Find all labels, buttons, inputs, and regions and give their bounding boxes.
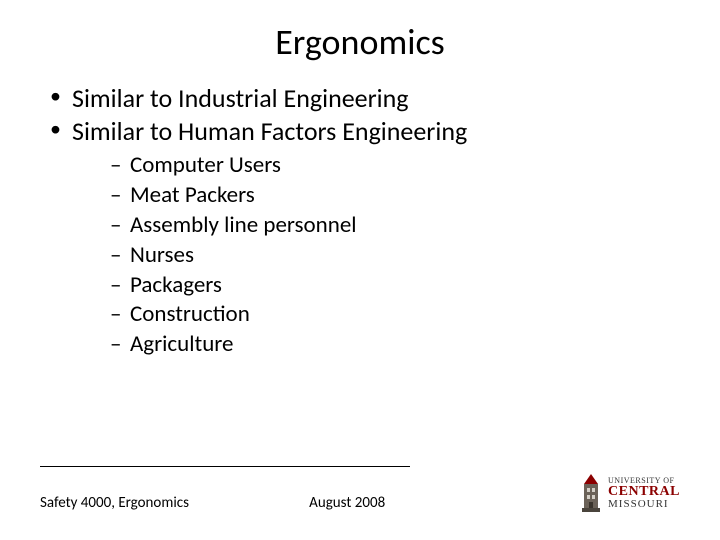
university-logo: UNIVERSITY OF CENTRAL MISSOURI (580, 474, 680, 512)
logo-line3: MISSOURI (608, 499, 680, 510)
slide: Ergonomics Similar to Industrial Enginee… (0, 0, 720, 540)
subbullet-text: Meat Packers (130, 181, 255, 209)
slide-title: Ergonomics (40, 20, 680, 64)
subbullet-text: Nurses (130, 241, 194, 269)
logo-tower-icon (580, 474, 602, 512)
subbullet-text: Agriculture (130, 330, 233, 358)
subbullet-item: Meat Packers (110, 181, 680, 211)
bullet-text: Similar to Human Factors Engineering (72, 115, 467, 147)
footer: Safety 4000, Ergonomics August 2008 UNIV… (40, 474, 680, 512)
subbullet-text: Packagers (130, 271, 222, 299)
bullet-text: Similar to Industrial Engineering (72, 82, 409, 114)
subbullet-item: Computer Users (110, 151, 680, 181)
subbullet-item: Nurses (110, 241, 680, 271)
subbullet-item: Construction (110, 300, 680, 330)
footer-left-text: Safety 4000, Ergonomics (40, 494, 189, 512)
logo-line2: CENTRAL (608, 485, 680, 499)
footer-center-text: August 2008 (309, 494, 385, 512)
bullet-item: Similar to Human Factors Engineering Com… (50, 115, 680, 361)
subbullet-text: Computer Users (130, 151, 281, 179)
subbullet-text: Assembly line personnel (130, 211, 357, 239)
footer-divider (40, 466, 410, 467)
subbullet-text: Construction (130, 300, 250, 328)
bullet-list-level2: Computer Users Meat Packers Assembly lin… (72, 151, 680, 360)
bullet-list-level1: Similar to Industrial Engineering Simila… (40, 82, 680, 360)
subbullet-item: Agriculture (110, 330, 680, 360)
bullet-item: Similar to Industrial Engineering (50, 82, 680, 115)
subbullet-item: Assembly line personnel (110, 211, 680, 241)
logo-text: UNIVERSITY OF CENTRAL MISSOURI (608, 477, 680, 510)
subbullet-item: Packagers (110, 271, 680, 301)
